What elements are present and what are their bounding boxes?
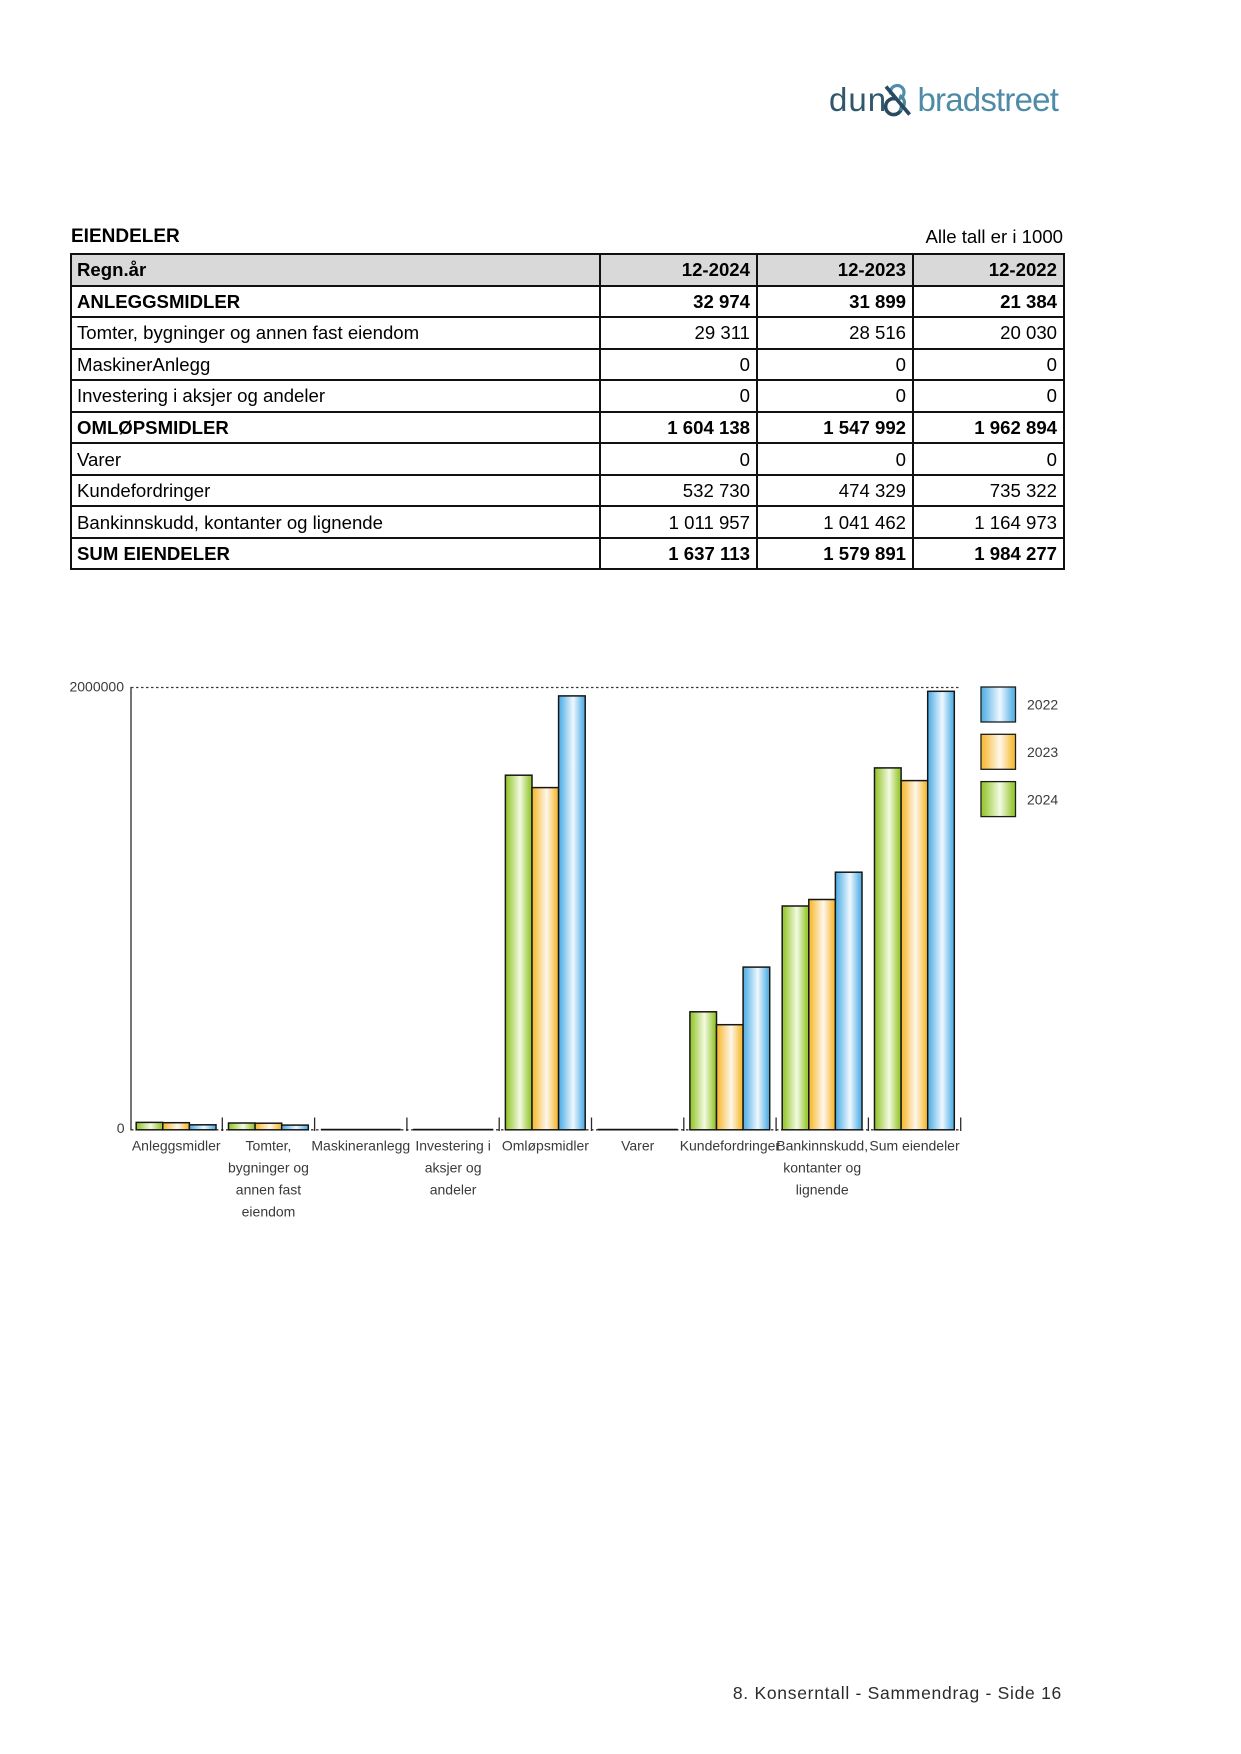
svg-text:Bankinnskudd,: Bankinnskudd,	[776, 1138, 868, 1154]
svg-text:2024: 2024	[1027, 791, 1058, 807]
svg-text:aksjer og: aksjer og	[425, 1160, 482, 1176]
svg-text:2023: 2023	[1027, 744, 1058, 760]
svg-text:kontanter og: kontanter og	[783, 1160, 861, 1176]
svg-text:Sum eiendeler: Sum eiendeler	[869, 1138, 960, 1154]
svg-text:2000000: 2000000	[69, 679, 124, 695]
svg-text:2022: 2022	[1027, 697, 1058, 713]
svg-text:Investering i: Investering i	[415, 1138, 490, 1154]
svg-text:Varer: Varer	[621, 1138, 655, 1154]
svg-text:Maskineranlegg: Maskineranlegg	[311, 1138, 410, 1154]
svg-text:lignende: lignende	[796, 1182, 849, 1198]
svg-text:Omløpsmidler: Omløpsmidler	[502, 1138, 589, 1154]
svg-text:Kundefordringer: Kundefordringer	[680, 1138, 781, 1154]
svg-text:bygninger og: bygninger og	[228, 1160, 309, 1176]
svg-text:annen fast: annen fast	[236, 1182, 301, 1198]
svg-text:eiendom: eiendom	[242, 1204, 296, 1220]
svg-text:andeler: andeler	[430, 1182, 477, 1198]
svg-text:Tomter,: Tomter,	[246, 1138, 292, 1154]
svg-text:Anleggsmidler: Anleggsmidler	[132, 1138, 221, 1154]
svg-text:0: 0	[117, 1120, 125, 1136]
